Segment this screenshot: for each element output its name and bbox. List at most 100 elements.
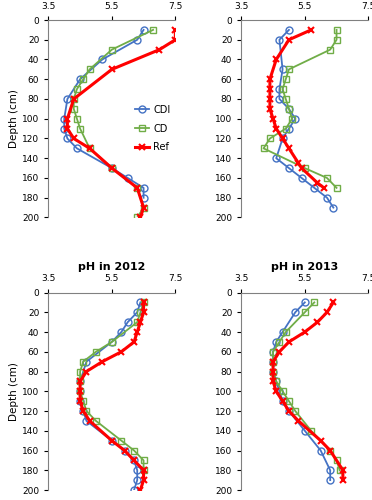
Ref [271, 358, 275, 364]
CD [151, 27, 155, 33]
CD [81, 398, 86, 404]
CD [271, 349, 275, 355]
Ref [296, 160, 301, 166]
Line: Ref: Ref [266, 26, 327, 192]
CDI [325, 194, 329, 200]
Ref [135, 329, 140, 335]
CD [135, 214, 140, 220]
Ref [122, 448, 127, 454]
CDI [135, 36, 140, 43]
CD [141, 300, 146, 306]
CD [138, 310, 142, 316]
Ref [87, 146, 92, 152]
Ref [71, 96, 76, 102]
CDI [287, 165, 291, 171]
Line: Ref: Ref [270, 299, 346, 484]
CDI [125, 319, 130, 325]
Ref [271, 378, 275, 384]
Ref [84, 368, 89, 374]
CDI [277, 86, 282, 92]
CDI [277, 96, 282, 102]
Ref [315, 319, 320, 325]
CD [328, 448, 333, 454]
Ref [271, 368, 275, 374]
CD [312, 300, 317, 306]
CD [268, 136, 272, 141]
Ref [309, 27, 313, 33]
Ref [268, 86, 272, 92]
CD [110, 46, 114, 52]
Ref [173, 27, 177, 33]
Ref [71, 136, 76, 141]
CDI [110, 339, 114, 345]
CDI [287, 408, 291, 414]
Ref [325, 310, 329, 316]
Ref [287, 408, 291, 414]
Legend: CDI, CD, Ref: CDI, CD, Ref [135, 105, 170, 152]
CDI [65, 136, 70, 141]
Ref [119, 349, 124, 355]
CDI [81, 408, 86, 414]
Ref [331, 300, 336, 306]
CD [334, 36, 339, 43]
Ref [78, 378, 82, 384]
CD [119, 438, 124, 444]
CDI [84, 358, 89, 364]
Ref [65, 126, 70, 132]
CD [328, 46, 333, 52]
Line: CDI: CDI [273, 26, 337, 211]
CDI [62, 126, 67, 132]
Line: CDI: CDI [61, 26, 147, 201]
CDI [271, 349, 275, 355]
CDI [138, 300, 142, 306]
Ref [299, 165, 304, 171]
Ref [132, 458, 136, 464]
Ref [271, 116, 275, 121]
Ref [268, 106, 272, 112]
Line: CD: CD [77, 299, 147, 474]
CDI [274, 339, 279, 345]
Ref [141, 468, 146, 473]
CD [302, 310, 307, 316]
CDI [135, 310, 140, 316]
CD [283, 76, 288, 82]
CDI [100, 56, 105, 62]
CDI [328, 468, 333, 473]
Ref [277, 349, 282, 355]
CD [271, 368, 275, 374]
Ref [110, 165, 114, 171]
CD [302, 165, 307, 171]
CDI [280, 329, 285, 335]
Ref [318, 438, 323, 444]
Ref [135, 185, 140, 191]
Ref [141, 310, 146, 316]
CD [71, 106, 76, 112]
CDI [287, 27, 291, 33]
Ref [78, 398, 82, 404]
Ref [81, 408, 86, 414]
CDI [318, 448, 323, 454]
CDI [132, 458, 136, 464]
Ref [138, 214, 142, 220]
CDI [280, 136, 285, 141]
CDI [135, 468, 140, 473]
CD [94, 349, 98, 355]
CD [75, 116, 79, 121]
CDI [293, 310, 298, 316]
CDI [125, 175, 130, 181]
CD [87, 146, 92, 152]
Ref [268, 96, 272, 102]
Ref [100, 358, 105, 364]
CD [280, 86, 285, 92]
CD [141, 468, 146, 473]
Ref [296, 418, 301, 424]
Ref [132, 339, 136, 345]
Ref [341, 477, 345, 483]
CD [293, 408, 298, 414]
CDI [277, 36, 282, 43]
Ref [157, 46, 162, 52]
Line: CD: CD [70, 26, 157, 221]
CD [277, 339, 282, 345]
Ref [287, 146, 291, 152]
CDI [78, 388, 82, 394]
